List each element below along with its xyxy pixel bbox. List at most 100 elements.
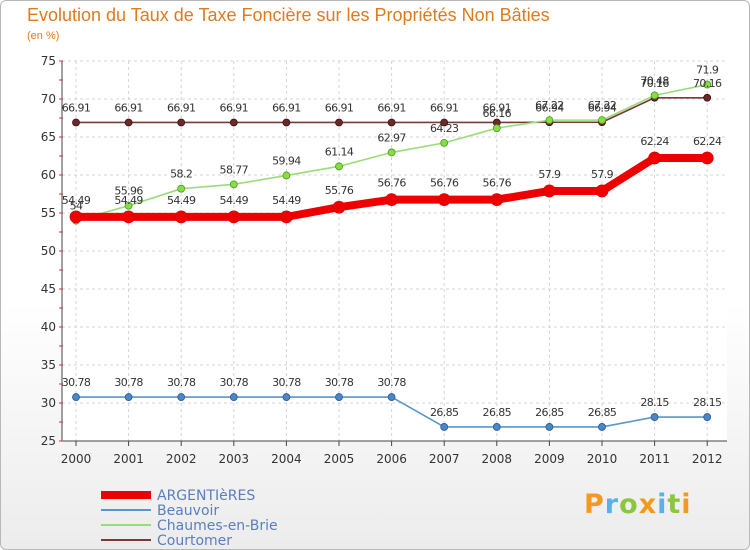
data-label: 66.16 [483, 107, 512, 120]
logo-letter: t [667, 489, 682, 520]
data-label: 61.14 [325, 145, 354, 158]
data-point [335, 393, 343, 401]
data-point [122, 210, 135, 224]
x-tick-label: 2009 [534, 452, 565, 466]
logo-letter: i [657, 489, 668, 520]
data-point [598, 116, 606, 125]
data-point [387, 118, 396, 127]
data-label: 55.76 [325, 184, 354, 197]
data-point [282, 118, 291, 127]
data-label: 57.9 [538, 168, 561, 181]
x-tick-label: 2005 [324, 452, 355, 466]
data-point [387, 393, 396, 401]
y-tick-label: 30 [41, 396, 56, 410]
data-point [72, 393, 80, 401]
data-label: 28.15 [640, 396, 669, 409]
data-label: 66.91 [114, 101, 143, 114]
data-point [124, 201, 133, 210]
data-label: 57.9 [591, 168, 614, 181]
data-label: 66.91 [483, 101, 512, 114]
chart-title: Evolution du Taux de Taxe Foncière sur l… [27, 5, 550, 25]
y-tick-label: 50 [41, 244, 56, 258]
data-point [282, 393, 291, 401]
data-label: 70.16 [693, 77, 722, 90]
data-label: 62.24 [640, 135, 669, 148]
data-point [229, 393, 238, 401]
legend: ARGENTIèRESBeauvoirChaumes-en-BrieCourto… [101, 488, 278, 549]
data-point [177, 118, 186, 127]
data-point [72, 118, 80, 127]
data-label: 66.94 [535, 101, 564, 114]
y-tick-label: 60 [41, 168, 56, 182]
proxiti-logo: Proxiti [584, 489, 692, 520]
data-label: 30.78 [220, 376, 249, 389]
data-label: 54.49 [272, 194, 301, 207]
logo-letter: i [681, 489, 692, 520]
data-label: 66.91 [62, 101, 91, 114]
x-tick-label: 2000 [61, 452, 92, 466]
x-tick-label: 2011 [639, 452, 670, 466]
data-label: 70.48 [640, 74, 669, 87]
data-point [385, 193, 399, 207]
data-label: 54.49 [62, 194, 91, 207]
data-label: 30.78 [272, 376, 301, 389]
data-point [492, 124, 501, 133]
data-point [440, 138, 449, 147]
data-labels: 30.78 30.78 30.78 30.78 30.78 30.78 30.78 26.85… [62, 376, 723, 419]
data-label: 66.91 [325, 101, 354, 114]
data-point [650, 413, 659, 421]
data-point [598, 423, 606, 431]
data-point [332, 200, 346, 214]
y-tick-label: 55 [41, 206, 56, 220]
data-point [174, 210, 188, 224]
data-point [700, 151, 714, 165]
data-point [227, 210, 241, 224]
data-label: 26.85 [430, 406, 459, 419]
data-label: 66.91 [220, 101, 249, 114]
data-point [703, 80, 712, 89]
data-label: 30.78 [167, 376, 196, 389]
data-point [650, 91, 659, 100]
x-tick-label: 2004 [271, 452, 302, 466]
data-label: 71.9 [696, 64, 719, 77]
data-label: 62.24 [693, 135, 722, 148]
data-point [229, 118, 238, 127]
x-tick-label: 2002 [166, 452, 197, 466]
x-tick-label: 2012 [692, 452, 723, 466]
x-tick-label: 2001 [113, 452, 144, 466]
data-point [282, 171, 291, 180]
series-beauvoir [72, 393, 712, 431]
data-point [545, 423, 554, 431]
data-label: 66.91 [272, 101, 301, 114]
data-point [177, 393, 186, 401]
data-label: 66.94 [588, 101, 617, 114]
data-label: 58.2 [170, 168, 192, 181]
legend-label: Beauvoir [157, 503, 219, 519]
data-point [648, 151, 661, 165]
data-label: 54.49 [114, 194, 143, 207]
data-point [595, 184, 609, 198]
x-tick-label: 2008 [482, 452, 513, 466]
data-point [124, 118, 133, 127]
data-point [229, 180, 238, 189]
y-tick-label: 40 [41, 320, 56, 334]
data-label: 55.96 [114, 185, 143, 198]
legend-label: Courtomer [157, 533, 232, 549]
data-label: 70.16 [640, 77, 669, 90]
logo-letter: o [619, 489, 639, 520]
data-label: 54 [70, 200, 83, 213]
data-label: 54.49 [220, 194, 249, 207]
y-tick-label: 25 [41, 434, 56, 448]
data-label: 64.23 [430, 122, 459, 135]
data-label: 26.85 [483, 406, 512, 419]
legend-label: Chaumes-en-Brie [157, 518, 278, 534]
data-point [703, 413, 712, 421]
data-label: 58.77 [220, 163, 249, 176]
series-argenti-res [69, 151, 714, 224]
data-label: 30.78 [377, 376, 406, 389]
data-label: 66.91 [167, 101, 196, 114]
logo-letter: x [638, 489, 658, 520]
data-label: 26.85 [535, 406, 564, 419]
data-label: 56.76 [483, 177, 512, 190]
